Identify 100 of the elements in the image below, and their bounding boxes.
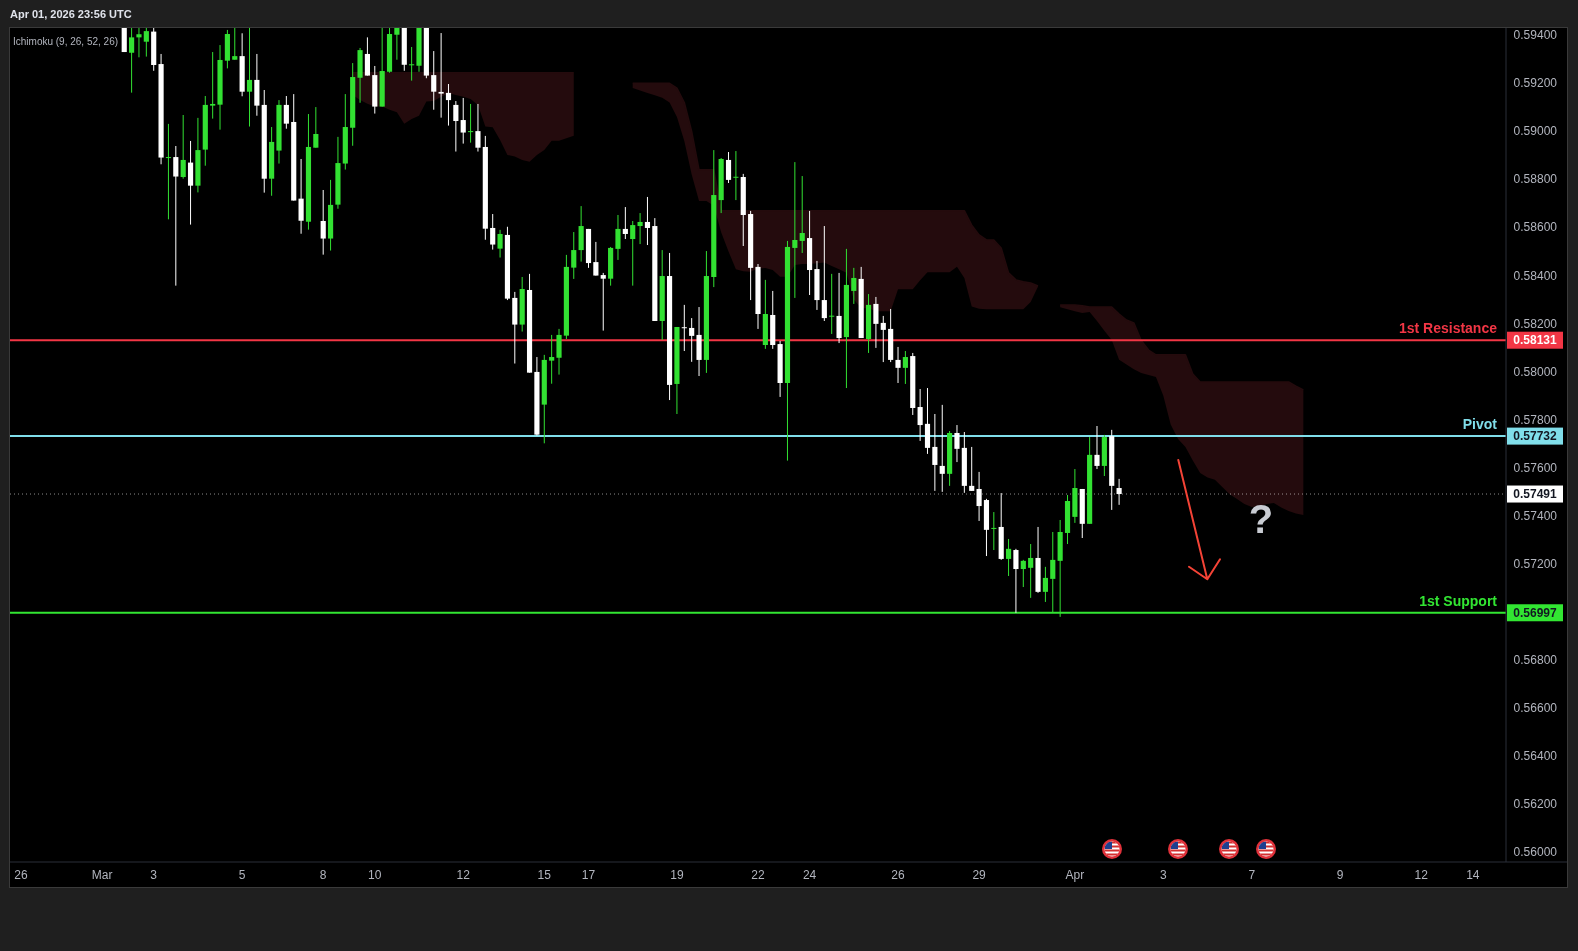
ref-line-label: 1st Support bbox=[1419, 592, 1498, 609]
candlestick bbox=[571, 231, 577, 280]
x-tick-label: 8 bbox=[319, 868, 327, 882]
candlestick bbox=[1094, 425, 1100, 470]
y-tick-label: 0.59400 bbox=[1513, 28, 1558, 43]
candlestick bbox=[460, 97, 466, 145]
y-tick-label: 0.57400 bbox=[1513, 508, 1558, 523]
candlestick bbox=[829, 273, 835, 335]
y-tick-label: 0.58400 bbox=[1513, 268, 1558, 283]
candlestick bbox=[232, 27, 238, 61]
ref-line-label: 1st Resistance bbox=[1398, 320, 1498, 337]
y-tick-label: 0.57200 bbox=[1513, 556, 1558, 571]
candlestick bbox=[1005, 538, 1012, 577]
candlestick bbox=[615, 214, 621, 261]
candlestick bbox=[180, 114, 186, 180]
candlestick bbox=[1028, 543, 1034, 599]
candlestick bbox=[991, 511, 997, 551]
candlestick bbox=[283, 95, 289, 130]
candlestick bbox=[637, 212, 643, 245]
candlestick bbox=[394, 27, 400, 61]
y-tick-label: 0.56997 bbox=[1513, 605, 1558, 620]
y-tick-label: 0.58600 bbox=[1513, 220, 1558, 235]
candlestick bbox=[187, 140, 194, 226]
candlestick bbox=[969, 446, 975, 492]
candlestick bbox=[932, 413, 938, 492]
x-tick-label: 14 bbox=[1466, 868, 1480, 882]
y-tick-label: 0.57732 bbox=[1513, 429, 1558, 444]
x-tick-label: 29 bbox=[972, 868, 987, 882]
candlestick bbox=[644, 196, 651, 246]
candlestick bbox=[143, 27, 149, 58]
candlestick bbox=[431, 50, 437, 111]
candlestick bbox=[173, 145, 179, 287]
x-tick-label: 24 bbox=[802, 868, 817, 882]
x-tick-label: 10 bbox=[368, 868, 382, 882]
candlestick bbox=[210, 51, 216, 120]
y-tick-label: 0.56000 bbox=[1513, 845, 1558, 860]
y-tick-label: 0.56400 bbox=[1513, 749, 1558, 764]
candlestick bbox=[497, 229, 503, 259]
candlestick bbox=[880, 315, 886, 363]
candlestick bbox=[556, 328, 562, 376]
candlestick bbox=[821, 225, 827, 322]
y-tick-label: 0.56200 bbox=[1513, 797, 1558, 812]
candlestick bbox=[600, 272, 606, 332]
x-tick-label: Mar bbox=[91, 868, 113, 882]
candlestick bbox=[445, 83, 452, 127]
candlestick bbox=[475, 103, 481, 153]
x-tick-label: 9 bbox=[1336, 868, 1344, 882]
y-tick-label: 0.56800 bbox=[1513, 653, 1558, 668]
candlestick bbox=[438, 32, 444, 119]
y-tick-label: 0.59200 bbox=[1513, 76, 1558, 91]
candlestick bbox=[1020, 559, 1026, 588]
y-tick-label: 0.56600 bbox=[1513, 701, 1558, 716]
x-tick-label: 26 bbox=[891, 868, 906, 882]
y-tick-label: 0.58131 bbox=[1513, 333, 1558, 348]
y-tick-label: 0.58000 bbox=[1513, 364, 1558, 379]
x-tick-label: 7 bbox=[1248, 868, 1256, 882]
y-tick-label: 0.57491 bbox=[1513, 487, 1558, 502]
annotation: Ichimoku (9, 26, 52, 26) bbox=[13, 36, 119, 47]
x-tick-label: 19 bbox=[670, 868, 684, 882]
x-tick-label: 3 bbox=[1159, 868, 1167, 882]
x-tick-label: 26 bbox=[14, 868, 29, 882]
candlestick bbox=[836, 272, 842, 344]
candlestick bbox=[689, 317, 695, 363]
candlestick bbox=[976, 471, 982, 522]
candlestick bbox=[364, 36, 370, 77]
candlestick bbox=[1042, 566, 1048, 603]
candlestick bbox=[136, 27, 142, 58]
candlestick bbox=[851, 267, 857, 305]
candlestick bbox=[622, 206, 628, 240]
annotation: ? bbox=[1248, 497, 1274, 541]
x-tick-label: 12 bbox=[456, 868, 471, 882]
candlestick bbox=[725, 151, 732, 184]
candlestick bbox=[630, 220, 636, 287]
candlestick bbox=[954, 424, 960, 463]
candlestick bbox=[895, 346, 901, 384]
y-tick-label: 0.57800 bbox=[1513, 412, 1558, 427]
candlestick bbox=[873, 296, 879, 349]
candlestick bbox=[246, 27, 253, 128]
x-tick-label: 17 bbox=[581, 868, 596, 882]
candlestick bbox=[792, 161, 798, 299]
candlestick bbox=[593, 241, 599, 277]
y-tick-label: 0.58200 bbox=[1513, 316, 1558, 331]
candlestick bbox=[313, 106, 319, 149]
candlestick bbox=[453, 100, 459, 153]
candlestick bbox=[1013, 548, 1019, 614]
y-tick-label: 0.59000 bbox=[1513, 124, 1558, 139]
x-tick-label: Apr bbox=[1065, 868, 1085, 882]
candlestick bbox=[468, 103, 474, 144]
candlestick bbox=[129, 27, 135, 94]
candlestick bbox=[490, 213, 496, 251]
text: Apr 01, 2026 23:56 UTC bbox=[10, 8, 132, 20]
candlestick bbox=[733, 150, 739, 201]
candlestick bbox=[681, 304, 687, 352]
candlestick bbox=[939, 404, 945, 493]
candlestick bbox=[799, 175, 805, 254]
candlestick bbox=[1116, 478, 1122, 506]
candlestick bbox=[902, 350, 908, 385]
x-tick-label: 22 bbox=[751, 868, 765, 882]
x-tick-label: 3 bbox=[150, 868, 158, 882]
candlestick bbox=[165, 123, 172, 220]
